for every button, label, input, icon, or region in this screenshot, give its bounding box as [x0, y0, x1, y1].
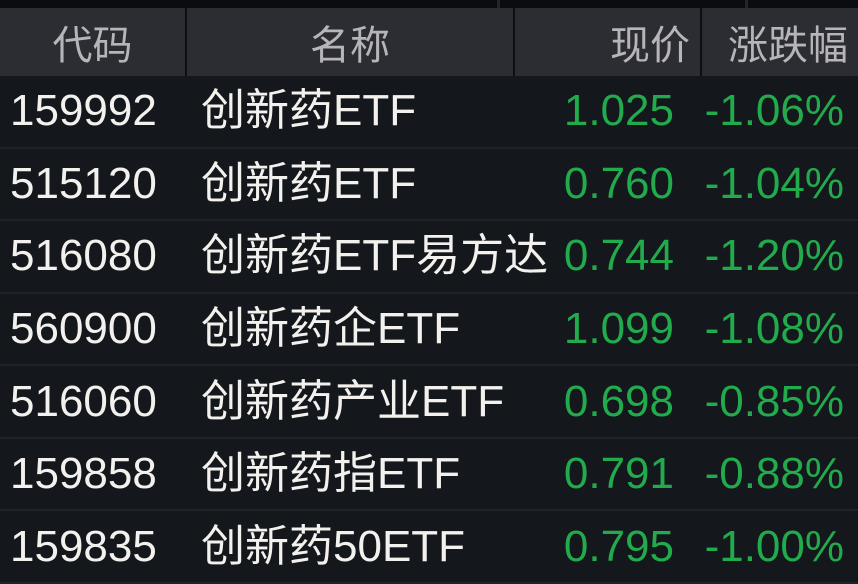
etf-name: 创新药50ETF [201, 521, 466, 571]
etf-name: 创新药企ETF [201, 304, 461, 354]
column-header-code[interactable]: 代码 [52, 24, 133, 68]
table-row[interactable]: 515120 创新药ETF 0.760 -1.04% [0, 149, 858, 222]
etf-name: 创新药ETF [201, 86, 417, 136]
etf-name: 创新药ETF [201, 158, 417, 208]
table-body: 159992 创新药ETF 1.025 -1.06% 515120 创新药ETF… [0, 76, 858, 584]
etf-code: 516080 [10, 231, 157, 281]
etf-price: 0.760 [563, 158, 674, 208]
etf-code: 159858 [10, 449, 157, 499]
etf-change: -1.00% [704, 521, 844, 571]
etf-code: 516060 [10, 376, 157, 426]
etf-price: 1.025 [563, 86, 674, 136]
table-row[interactable]: 159835 创新药50ETF 0.795 -1.00% [0, 511, 858, 584]
partial-row-above [0, 0, 858, 8]
divider [745, 0, 748, 8]
etf-change: -1.08% [704, 304, 844, 354]
column-header-price[interactable]: 现价 [513, 8, 700, 76]
etf-change: -1.06% [704, 86, 844, 136]
etf-name: 创新药产业ETF [201, 376, 505, 426]
etf-change: -0.85% [704, 376, 844, 426]
table-row[interactable]: 159992 创新药ETF 1.025 -1.06% [0, 76, 858, 149]
etf-price: 0.795 [563, 521, 674, 571]
etf-price: 0.698 [563, 376, 674, 426]
etf-change: -0.88% [704, 449, 844, 499]
etf-code: 560900 [10, 304, 157, 354]
table-row[interactable]: 516080 创新药ETF易方达 0.744 -1.20% [0, 221, 858, 294]
etf-price: 1.099 [563, 304, 674, 354]
etf-code: 515120 [10, 158, 157, 208]
table-row[interactable]: 159858 创新药指ETF 0.791 -0.88% [0, 439, 858, 512]
column-header-name[interactable]: 名称 [185, 8, 513, 76]
etf-code: 159835 [10, 521, 157, 571]
etf-name: 创新药ETF易方达 [201, 231, 549, 281]
column-header-change[interactable]: 涨跌幅 [700, 8, 858, 76]
divider [497, 0, 500, 8]
etf-change: -1.20% [704, 231, 844, 281]
etf-code: 159992 [10, 86, 157, 136]
table-row[interactable]: 560900 创新药企ETF 1.099 -1.08% [0, 294, 858, 367]
etf-change: -1.04% [704, 158, 844, 208]
etf-name: 创新药指ETF [201, 449, 461, 499]
etf-price: 0.744 [563, 231, 674, 281]
table-header: 代码 名称 现价 涨跌幅 [0, 8, 858, 76]
table-row[interactable]: 516060 创新药产业ETF 0.698 -0.85% [0, 366, 858, 439]
etf-price: 0.791 [563, 449, 674, 499]
